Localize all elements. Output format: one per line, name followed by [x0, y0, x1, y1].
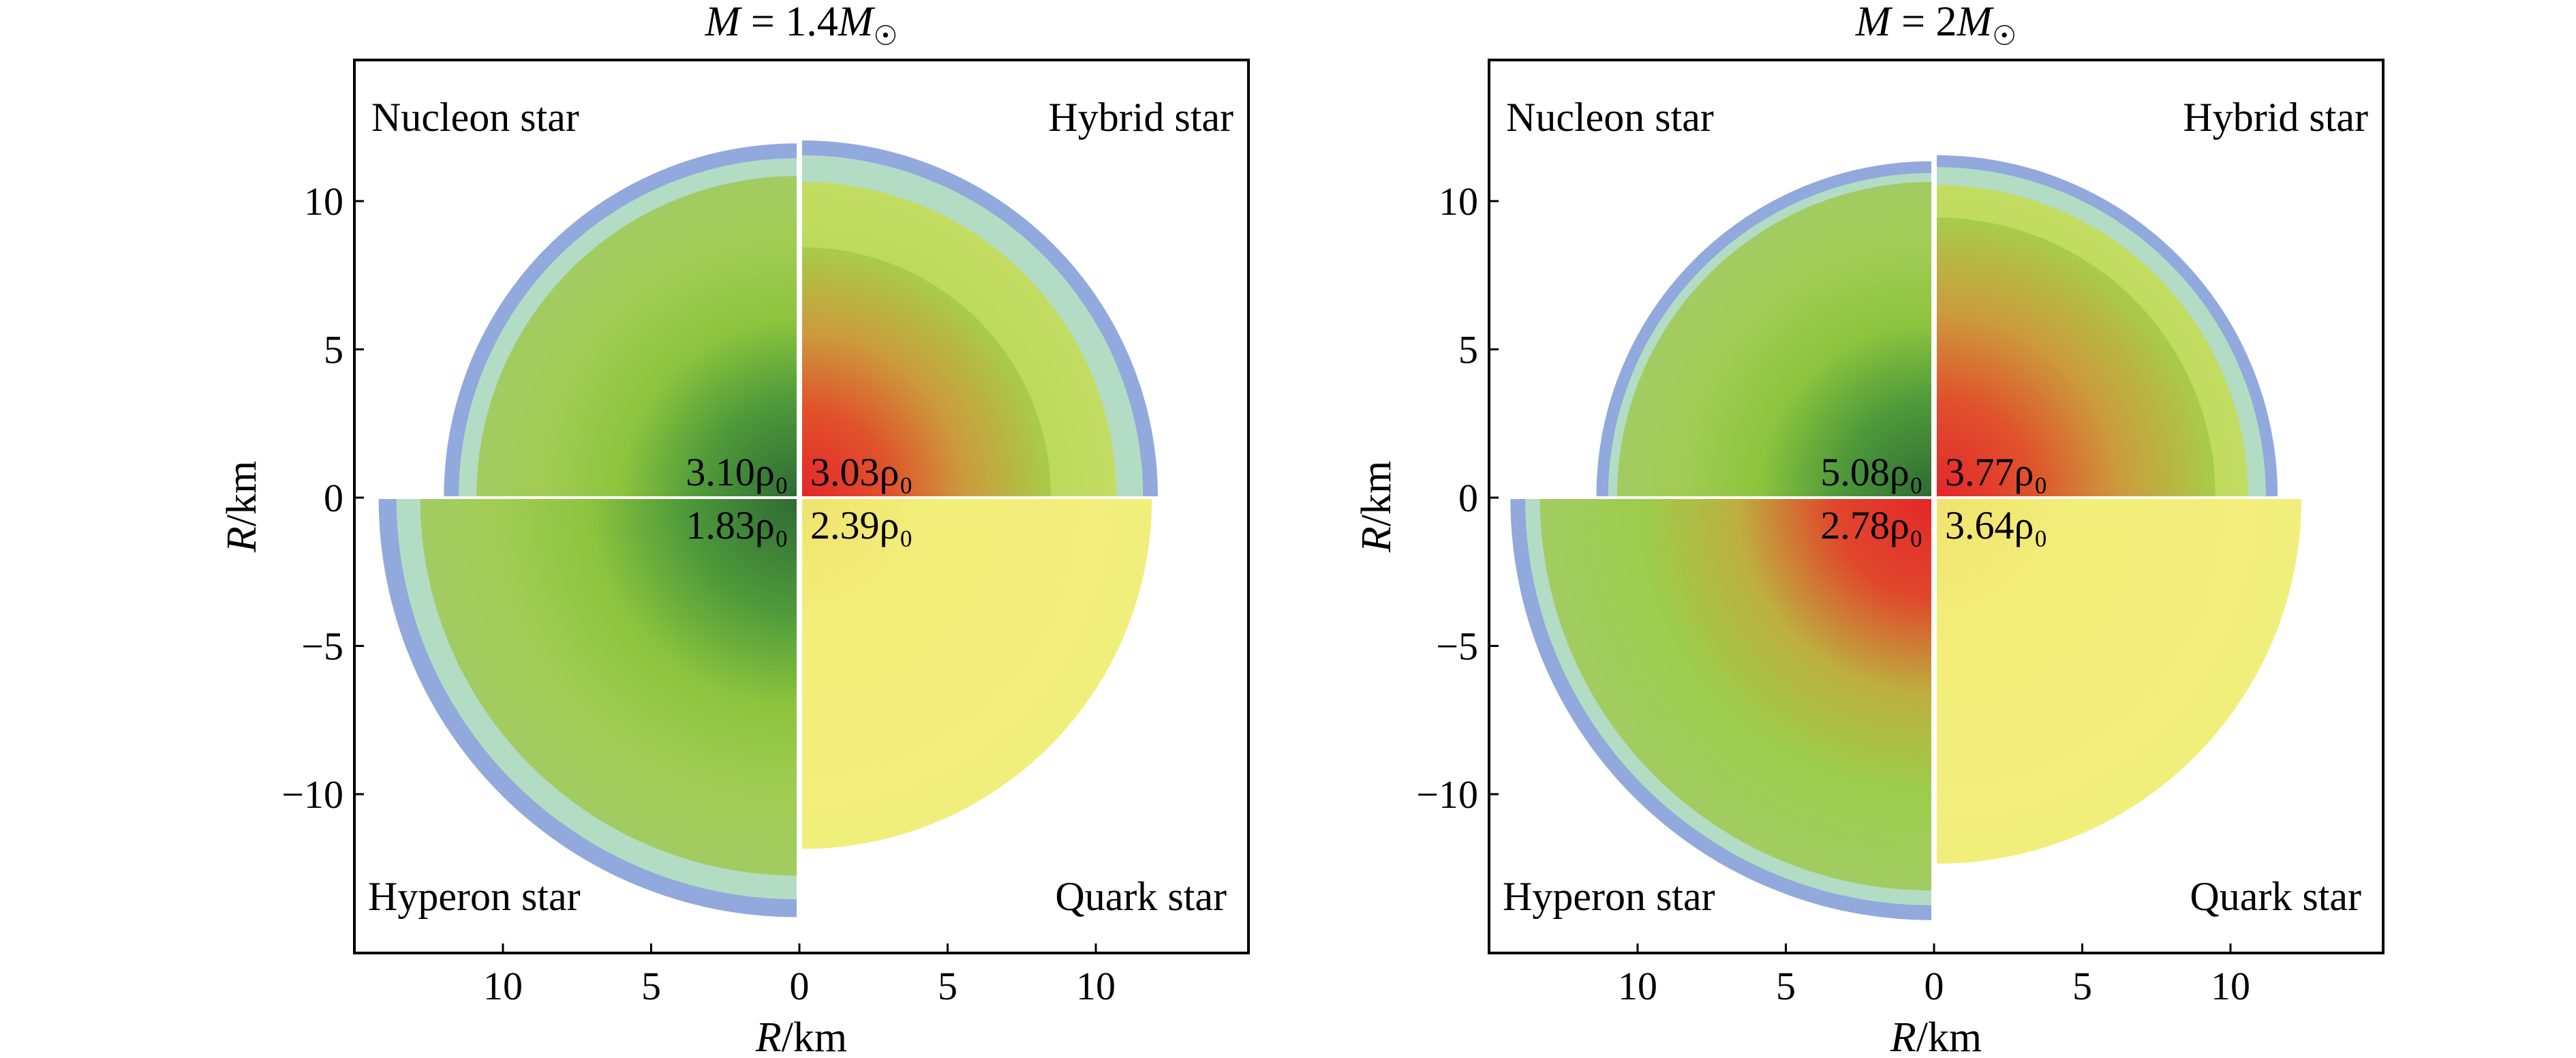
- quadrant-quark-star: [802, 499, 1152, 849]
- core: [476, 176, 797, 496]
- quark-core: [802, 247, 1052, 496]
- chart-title: M = 1.4M☉: [705, 0, 898, 51]
- x-tick-label: 0: [790, 964, 810, 1008]
- y-tick-label: −5: [1436, 624, 1478, 669]
- plot-frame: [1488, 59, 2385, 954]
- x-tick-label: 5: [938, 964, 957, 1008]
- label-hybrid-star: Hybrid star: [1048, 95, 1233, 140]
- y-tick-label: 10: [1439, 179, 1478, 224]
- core: [1539, 499, 1931, 891]
- label-hybrid-star: Hybrid star: [2183, 95, 2368, 140]
- label-nucleon-star: Nucleon star: [371, 95, 579, 140]
- core: [420, 499, 797, 876]
- x-tick-label: 10: [2211, 964, 2250, 1008]
- quadrant-hybrid-star: [802, 140, 1158, 496]
- central-density-label: 5.08ρ₀: [1820, 450, 1923, 494]
- x-tick-label: 10: [1618, 964, 1657, 1008]
- quadrant-hyperon-star: [378, 499, 797, 918]
- central-density-label: 1.83ρ₀: [686, 503, 788, 547]
- x-tick-label: 5: [641, 964, 661, 1008]
- y-axis-label: R/km: [1353, 461, 1400, 553]
- y-tick-label: 0: [1458, 476, 1478, 520]
- central-density-label: 3.77ρ₀: [1945, 450, 2048, 494]
- central-density-label: 2.39ρ₀: [810, 503, 913, 547]
- quadrant-nucleon-star: [444, 143, 797, 497]
- panel-right: 10 5 0 5 10 10 5 0 −5 −10 M = 2M☉ R/km R/km Nucle…: [1353, 0, 2385, 1058]
- y-tick-label: 10: [304, 179, 343, 224]
- quadrant-hyperon-star: [1510, 499, 1931, 920]
- chart-title: M = 2M☉: [1855, 0, 2017, 51]
- central-density-labels: 3.10ρ₀ 3.03ρ₀ 1.83ρ₀ 2.39ρ₀: [686, 450, 913, 547]
- quark-matter: [1937, 499, 2302, 864]
- central-density-label: 2.78ρ₀: [1820, 503, 1923, 547]
- panel-left: 10 5 0 5 10 10 5 0 −5 −10 M = 1.4M☉ R/km R/km Nuc…: [219, 0, 1250, 1058]
- x-tick-label: 5: [1776, 964, 1796, 1008]
- ticks: 10 5 0 5 10 10 5 0 −5 −10: [1416, 179, 2250, 1008]
- x-tick-label: 10: [1076, 964, 1116, 1008]
- quadrant-hybrid-star: [1937, 155, 2278, 496]
- y-tick-label: 5: [1458, 328, 1478, 372]
- central-density-label: 3.10ρ₀: [686, 450, 788, 494]
- label-quark-star: Quark star: [1055, 874, 1227, 919]
- label-quark-star: Quark star: [2190, 874, 2361, 919]
- y-axis-label: R/km: [219, 461, 265, 553]
- x-tick-label: 10: [483, 964, 523, 1008]
- y-tick-label: −5: [301, 624, 343, 669]
- y-tick-label: −10: [1416, 772, 1478, 817]
- central-density-label: 3.64ρ₀: [1945, 503, 2048, 547]
- y-tick-label: 0: [324, 476, 343, 520]
- core: [1616, 181, 1931, 496]
- label-nucleon-star: Nucleon star: [1506, 95, 1714, 140]
- plot-frame: [353, 59, 1250, 954]
- ticks: 10 5 0 5 10 10 5 0 −5 −10: [281, 179, 1116, 1008]
- quark-matter: [802, 499, 1152, 849]
- star-wedges: [1510, 155, 2302, 920]
- quark-core: [1937, 217, 2215, 496]
- label-hyperon-star: Hyperon star: [1503, 874, 1715, 919]
- x-axis-label: R/km: [755, 1014, 847, 1058]
- label-hyperon-star: Hyperon star: [368, 874, 581, 919]
- x-tick-label: 5: [2072, 964, 2092, 1008]
- central-density-label: 3.03ρ₀: [810, 450, 913, 494]
- central-density-labels: 5.08ρ₀ 3.77ρ₀ 2.78ρ₀ 3.64ρ₀: [1820, 450, 2047, 547]
- x-axis-label: R/km: [1890, 1014, 1982, 1058]
- quadrant-nucleon-star: [1596, 161, 1931, 496]
- star-wedges: [378, 140, 1158, 918]
- y-tick-label: −10: [281, 772, 343, 817]
- x-tick-label: 0: [1925, 964, 1944, 1008]
- quadrant-quark-star: [1937, 499, 2302, 864]
- y-tick-label: 5: [324, 328, 343, 372]
